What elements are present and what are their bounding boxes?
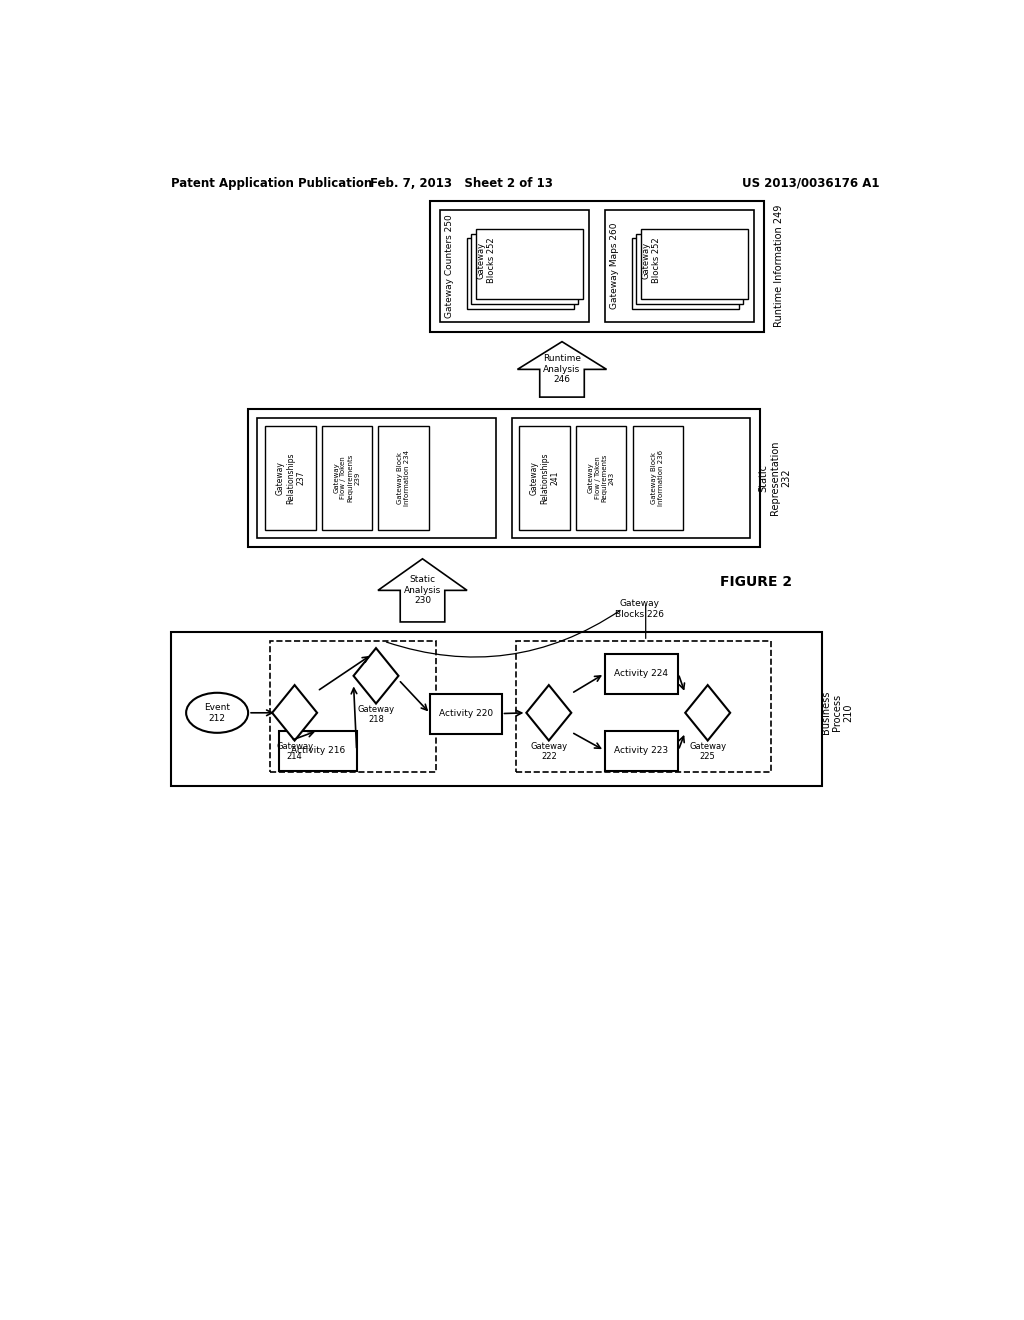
Text: Gateway Counters 250: Gateway Counters 250 <box>445 214 454 318</box>
Text: Gateway
Flow / Token
Requirements
239: Gateway Flow / Token Requirements 239 <box>334 454 360 502</box>
Text: Activity 220: Activity 220 <box>439 709 493 718</box>
Text: Event
212: Event 212 <box>204 704 230 722</box>
Ellipse shape <box>186 693 248 733</box>
FancyBboxPatch shape <box>476 230 583 300</box>
Polygon shape <box>272 685 317 741</box>
Text: Gateway
222: Gateway 222 <box>530 742 567 762</box>
FancyBboxPatch shape <box>641 230 748 300</box>
Polygon shape <box>353 648 398 704</box>
FancyBboxPatch shape <box>604 730 678 771</box>
Text: Static
Analysis
230: Static Analysis 230 <box>403 576 441 606</box>
Text: Patent Application Publication: Patent Application Publication <box>171 177 372 190</box>
Text: Gateway
Relationships
237: Gateway Relationships 237 <box>275 453 305 504</box>
Text: Gateway
Blocks 252: Gateway Blocks 252 <box>641 238 660 282</box>
FancyBboxPatch shape <box>467 239 573 309</box>
Polygon shape <box>517 342 606 397</box>
FancyBboxPatch shape <box>430 201 764 331</box>
FancyBboxPatch shape <box>430 693 502 734</box>
Text: Static
Representation
232: Static Representation 232 <box>759 441 792 515</box>
Text: FIGURE 2: FIGURE 2 <box>720 576 792 589</box>
Text: Activity 224: Activity 224 <box>614 669 669 678</box>
Text: Gateway
218: Gateway 218 <box>357 705 394 725</box>
Text: Gateway
Relationships
241: Gateway Relationships 241 <box>529 453 559 504</box>
Text: Gateway
Flow / Token
Requirements
243: Gateway Flow / Token Requirements 243 <box>588 454 614 502</box>
FancyBboxPatch shape <box>257 418 496 539</box>
FancyBboxPatch shape <box>322 425 372 531</box>
FancyBboxPatch shape <box>604 653 678 693</box>
Text: Gateway
214: Gateway 214 <box>276 742 313 762</box>
Text: Gateway Maps 260: Gateway Maps 260 <box>610 223 620 309</box>
FancyBboxPatch shape <box>636 234 743 304</box>
Polygon shape <box>685 685 730 741</box>
Text: Runtime Information 249: Runtime Information 249 <box>774 205 784 327</box>
Text: US 2013/0036176 A1: US 2013/0036176 A1 <box>742 177 880 190</box>
Text: Business
Process
210: Business Process 210 <box>820 692 854 734</box>
Text: Feb. 7, 2013   Sheet 2 of 13: Feb. 7, 2013 Sheet 2 of 13 <box>370 177 553 190</box>
FancyBboxPatch shape <box>519 425 569 531</box>
Text: Gateway Block
Information 234: Gateway Block Information 234 <box>397 450 410 506</box>
Text: Gateway Block
Information 236: Gateway Block Information 236 <box>651 450 665 506</box>
FancyBboxPatch shape <box>265 425 315 531</box>
FancyBboxPatch shape <box>512 418 751 539</box>
Text: Gateway
225: Gateway 225 <box>689 742 726 762</box>
FancyBboxPatch shape <box>633 425 683 531</box>
FancyBboxPatch shape <box>471 234 579 304</box>
Polygon shape <box>378 558 467 622</box>
Polygon shape <box>526 685 571 741</box>
FancyBboxPatch shape <box>248 409 760 548</box>
FancyBboxPatch shape <box>171 632 821 785</box>
FancyBboxPatch shape <box>378 425 429 531</box>
Text: Gateway
Blocks 252: Gateway Blocks 252 <box>476 238 496 282</box>
Text: Activity 223: Activity 223 <box>614 746 669 755</box>
Text: Runtime
Analysis
246: Runtime Analysis 246 <box>543 355 581 384</box>
Text: Gateway
Blocks 226: Gateway Blocks 226 <box>615 599 664 619</box>
FancyBboxPatch shape <box>280 730 356 771</box>
FancyBboxPatch shape <box>575 425 627 531</box>
Text: Activity 216: Activity 216 <box>291 746 345 755</box>
FancyBboxPatch shape <box>632 239 738 309</box>
FancyBboxPatch shape <box>439 210 589 322</box>
FancyBboxPatch shape <box>604 210 755 322</box>
